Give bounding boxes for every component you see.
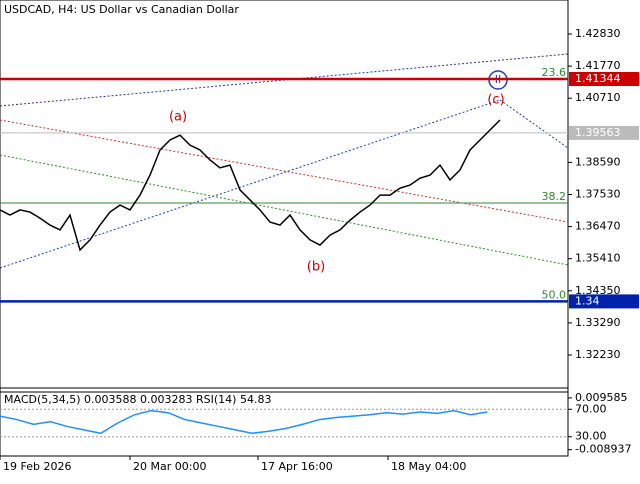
y-tick-label: 1.33290: [575, 316, 621, 329]
y-tick-label: 70.00: [575, 402, 607, 415]
channel-line: [499, 99, 569, 149]
x-tick-label: 18 May 04:00: [391, 460, 466, 473]
y-tick-label: 1.40710: [575, 91, 621, 104]
y-tick-label: 1.32230: [575, 348, 621, 361]
y-tick-label: 1.36470: [575, 220, 621, 233]
y2-tick-label: 0.009585: [575, 391, 628, 404]
y-tick-label: 30.00: [575, 430, 607, 443]
price-box: [569, 72, 639, 87]
fib-label: 23.6: [542, 66, 567, 79]
x-tick-label: 17 Apr 16:00: [261, 460, 333, 473]
price-box-label: 1.39563: [575, 126, 621, 139]
x-tick-label: 20 Mar 00:00: [133, 460, 206, 473]
wave-label: (a): [169, 110, 187, 125]
y-tick-label: 1.41770: [575, 59, 621, 72]
price-box-label: 1.34: [575, 294, 600, 307]
price-box-label: 1.41344: [575, 72, 621, 85]
chart-title: USDCAD, H4: US Dollar vs Canadian Dollar: [4, 3, 239, 16]
fib-label: 50.0: [542, 288, 567, 301]
series-line: [0, 119, 501, 252]
x-tick-label: 19 Feb 2026: [3, 460, 71, 473]
price-box: [569, 125, 639, 140]
wave-label: (b): [307, 260, 325, 275]
y-tick-label: 1.42830: [575, 27, 621, 40]
fib-label: 38.2: [542, 190, 567, 203]
plot-frame: [0, 0, 569, 457]
channel-line: [0, 119, 569, 223]
wave-label: (c): [487, 93, 504, 108]
series-line: [0, 409, 488, 435]
price-box: [569, 294, 639, 309]
y-tick-label: 1.35410: [575, 252, 621, 265]
y2-tick-label: -0.008937: [575, 443, 631, 456]
indicator-title: MACD(5,34,5) 0.003588 0.003283 RSI(14) 5…: [4, 393, 271, 406]
channel-line: [0, 154, 569, 266]
y-tick-label: 1.37530: [575, 187, 621, 200]
y-tick-label: 1.34350: [575, 284, 621, 297]
y-tick-label: 1.38590: [575, 155, 621, 168]
